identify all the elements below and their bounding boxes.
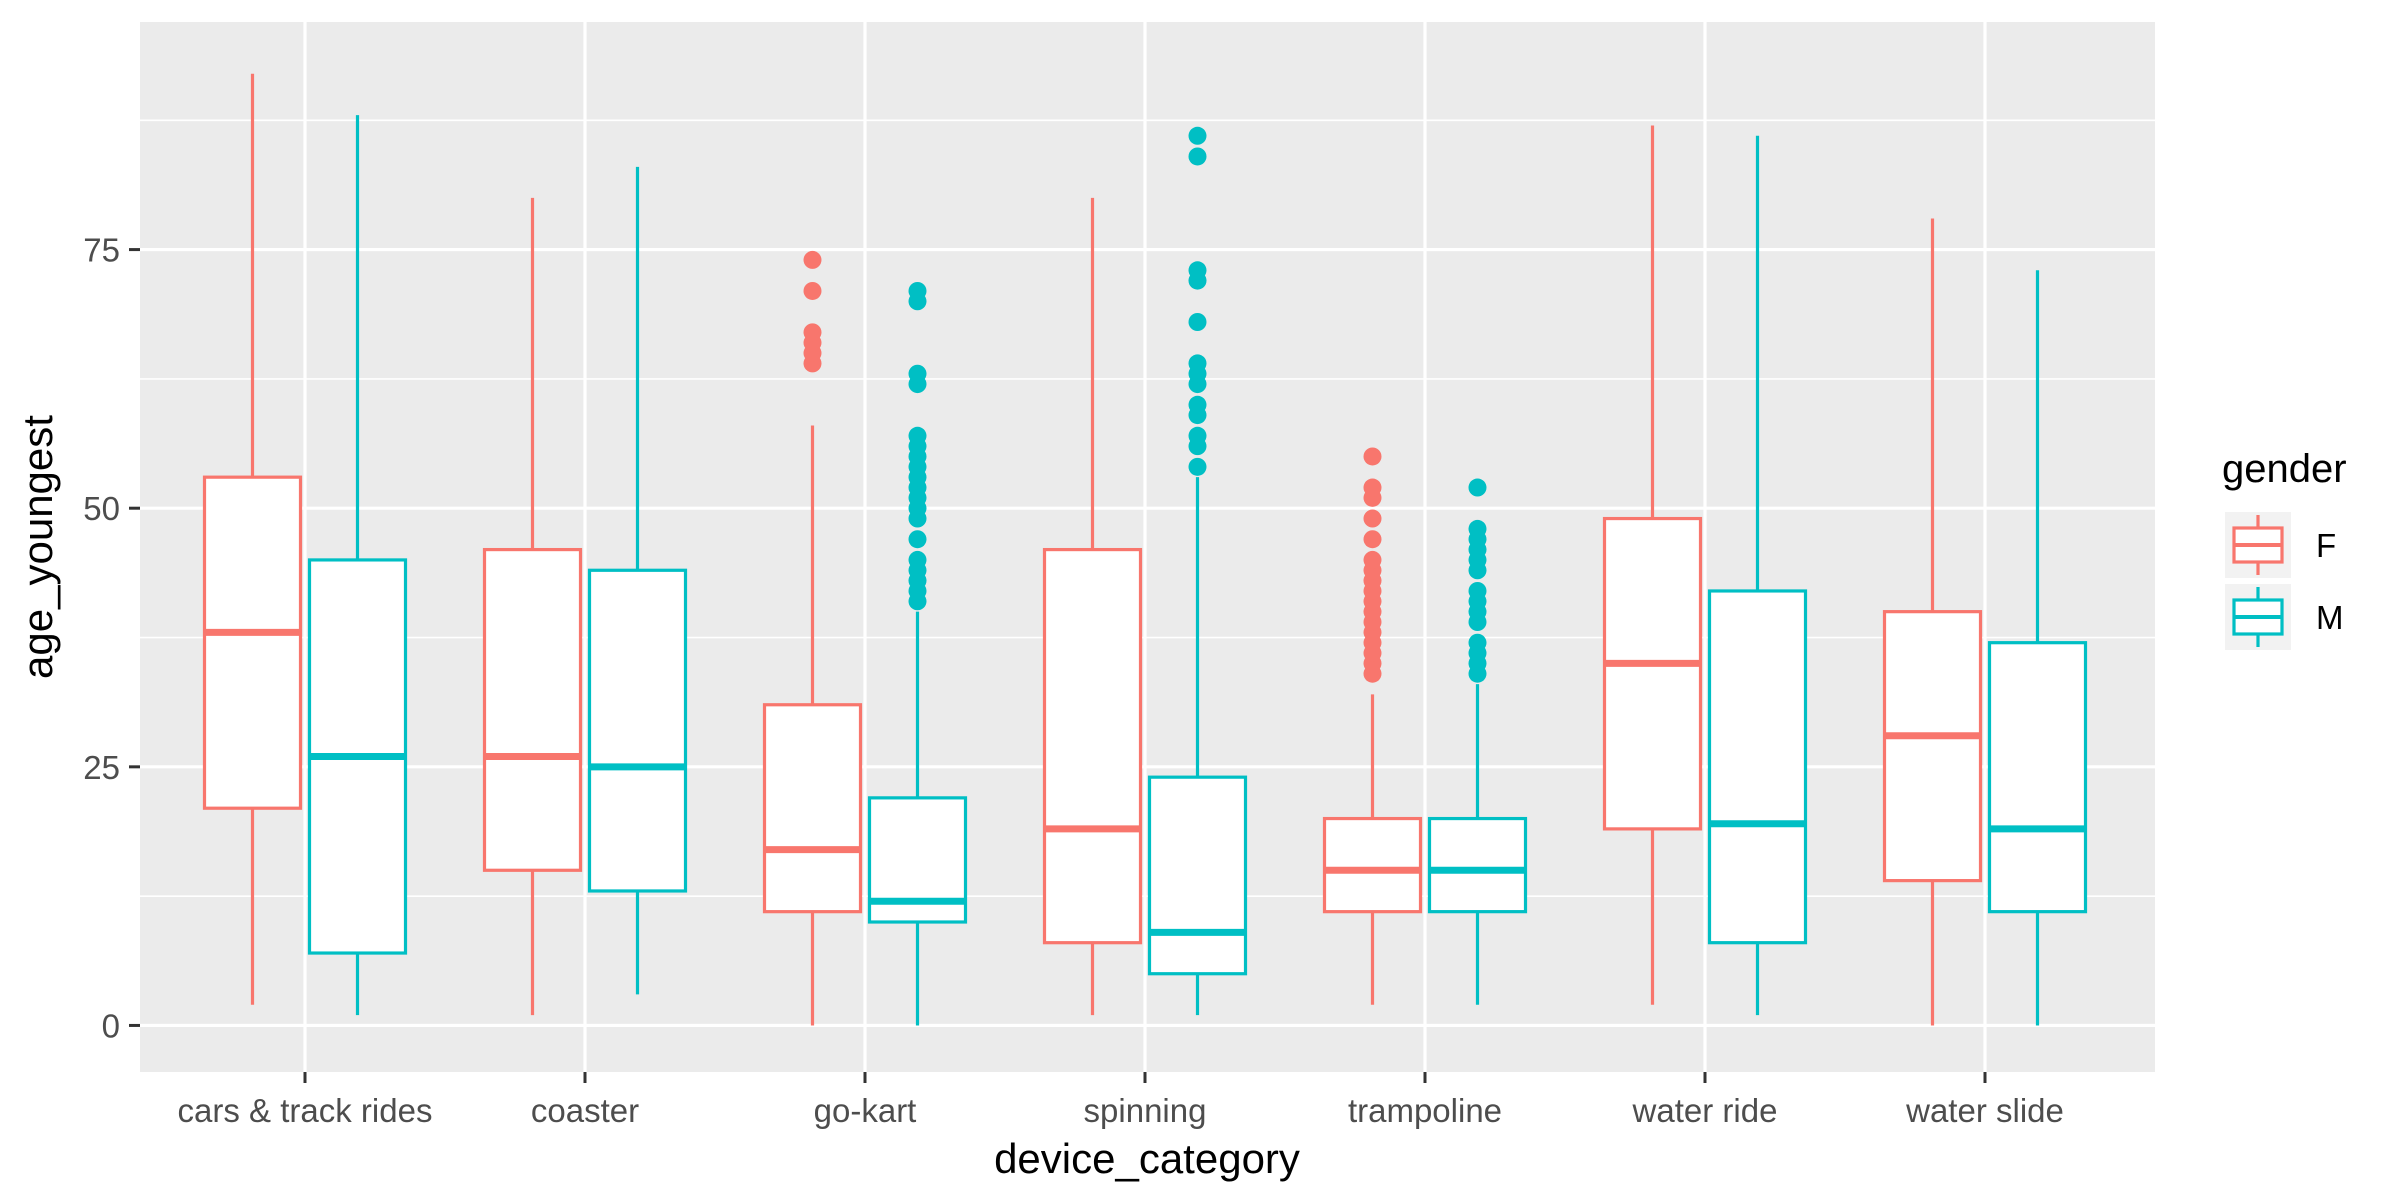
outlier-point — [1188, 426, 1207, 445]
box-series — [202, 73, 2088, 1026]
outlier-point — [908, 281, 927, 300]
box-group — [1427, 478, 1528, 1005]
box — [1147, 775, 1248, 976]
outlier-point — [803, 250, 822, 269]
box — [1987, 641, 2088, 914]
y-tick-label: 75 — [83, 232, 120, 269]
box — [1427, 816, 1528, 914]
outlier-point — [1188, 126, 1207, 145]
box-group — [1987, 270, 2088, 1026]
outlier-point — [1188, 457, 1207, 476]
outlier-point — [1363, 550, 1382, 569]
box — [1322, 816, 1423, 914]
legend-label: F — [2316, 527, 2336, 564]
x-tick-label: water ride — [1632, 1092, 1778, 1129]
y-axis: 0 25 50 75 — [83, 232, 140, 1044]
outlier-point — [908, 426, 927, 445]
outlier-point — [803, 281, 822, 300]
y-axis-title: age_youngest — [14, 415, 61, 679]
box-group — [1602, 125, 1703, 1005]
box-group — [1147, 126, 1248, 1016]
legend-key — [2225, 512, 2291, 578]
outlier-point — [1363, 478, 1382, 497]
y-tick-label: 50 — [83, 490, 120, 527]
box — [202, 475, 303, 810]
plot-panel — [140, 22, 2155, 1072]
outlier-point — [1468, 519, 1487, 538]
x-tick-label: go-kart — [814, 1092, 917, 1129]
box-group — [307, 115, 408, 1016]
box-group — [587, 166, 688, 995]
outlier-point — [908, 550, 927, 569]
x-tick-label: spinning — [1084, 1092, 1207, 1129]
box-group — [762, 250, 863, 1026]
minor-gridlines — [140, 119, 2155, 897]
x-tick-label: cars & track rides — [178, 1092, 433, 1129]
box — [1882, 610, 1983, 883]
box-group — [482, 197, 583, 1016]
outlier-point — [1363, 530, 1382, 549]
outlier-point — [1188, 354, 1207, 373]
major-gridlines — [140, 22, 2155, 1072]
x-tick-label: trampoline — [1348, 1092, 1502, 1129]
box-group — [867, 281, 968, 1026]
y-tick-label: 25 — [83, 749, 120, 786]
box-group — [1882, 218, 1983, 1026]
legend-label: M — [2316, 599, 2344, 636]
box — [1707, 589, 1808, 945]
box — [1042, 547, 1143, 945]
outlier-point — [1188, 313, 1207, 331]
box — [482, 547, 583, 872]
outlier-point — [1188, 395, 1207, 414]
legend-key — [2225, 584, 2291, 650]
legend-title: gender — [2222, 447, 2347, 491]
outlier-point — [908, 530, 927, 549]
outlier-point — [1363, 447, 1382, 466]
outlier-point — [908, 364, 927, 383]
box-group — [1707, 135, 1808, 1016]
outlier-point — [1468, 581, 1487, 600]
box-group — [1042, 197, 1143, 1016]
y-tick-label: 0 — [102, 1007, 120, 1044]
outlier-point — [1188, 147, 1207, 166]
outlier-point — [1363, 509, 1382, 528]
box — [1602, 516, 1703, 831]
legend: gender FM — [2222, 447, 2347, 650]
x-axis: cars & track rides coaster go-kart spinning… — [178, 1072, 2064, 1129]
outlier-point — [1188, 261, 1207, 280]
box-group — [1322, 447, 1423, 1005]
outlier-point — [1468, 478, 1487, 497]
x-tick-label: water slide — [1905, 1092, 2064, 1129]
x-axis-title: device_category — [994, 1135, 1300, 1182]
outlier-point — [1468, 633, 1487, 652]
box — [762, 703, 863, 914]
box-group — [202, 73, 303, 1005]
x-tick-label: coaster — [531, 1092, 639, 1129]
box — [587, 568, 688, 893]
outlier-point — [803, 323, 822, 342]
